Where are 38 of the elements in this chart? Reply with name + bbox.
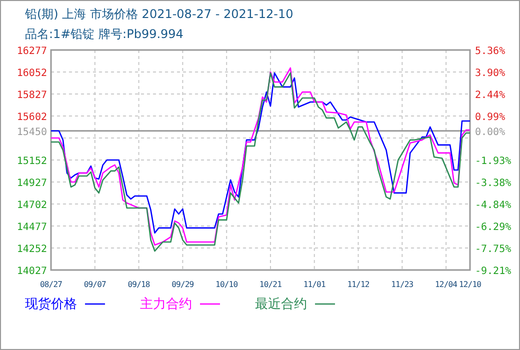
legend-label: 现货价格 <box>25 297 77 312</box>
x-tick-label: 09/07 <box>84 280 107 289</box>
y-tick-label: 14927 <box>16 178 47 189</box>
y2-tick-label: -6.29% <box>475 222 512 233</box>
y-tick-label: 15602 <box>16 112 47 123</box>
x-tick-label: 11/23 <box>391 280 414 289</box>
x-tick-label: 09/29 <box>172 280 194 289</box>
y-tick-label: 15827 <box>16 90 47 101</box>
y-tick-label: 14252 <box>16 244 47 255</box>
y2-tick-label: -7.75% <box>475 244 512 255</box>
x-tick-label: 11/12 <box>347 280 370 289</box>
y-tick-label: 14702 <box>16 200 47 211</box>
y2-tick-label: 5.36% <box>475 46 506 57</box>
y2-tick-label: 2.44% <box>475 90 506 102</box>
y2-tick-label: -4.84% <box>475 200 512 212</box>
y-tick-label: 14477 <box>16 222 47 233</box>
y-tick-label: 15450 <box>16 126 47 138</box>
y-tick-label: 14027 <box>16 266 47 277</box>
x-tick-label: 10/21 <box>259 280 282 289</box>
x-tick-label: 12/10 <box>458 280 482 289</box>
chart-title: 铅(期) 上海 市场价格 2021-08-27 - 2021-12-10 <box>24 7 294 21</box>
x-tick-label: 11/01 <box>303 280 326 289</box>
x-tick-label: 12/04 <box>435 280 458 289</box>
y-tick-label: 16277 <box>16 46 47 57</box>
x-tick-label: 08/27 <box>40 280 63 289</box>
legend-label: 最近合约 <box>255 297 307 312</box>
y2-tick-label: 0.99% <box>475 112 506 123</box>
y2-tick-label: 3.90% <box>475 68 506 80</box>
x-tick-label: 09/18 <box>128 280 150 289</box>
y-tick-label: 15152 <box>16 156 47 167</box>
y2-tick-label: -3.38% <box>475 178 512 189</box>
chart-subtitle: 品名:1#铅锭 牌号:Pb99.994 <box>25 27 184 41</box>
y2-tick-label: -9.21% <box>475 266 512 277</box>
y-tick-label: 16052 <box>16 68 47 79</box>
legend-label: 主力合约 <box>140 296 192 312</box>
y2-tick-label: 0.00% <box>475 126 506 138</box>
y2-tick-label: -1.93% <box>475 156 512 168</box>
x-tick-label: 10/10 <box>216 280 238 289</box>
